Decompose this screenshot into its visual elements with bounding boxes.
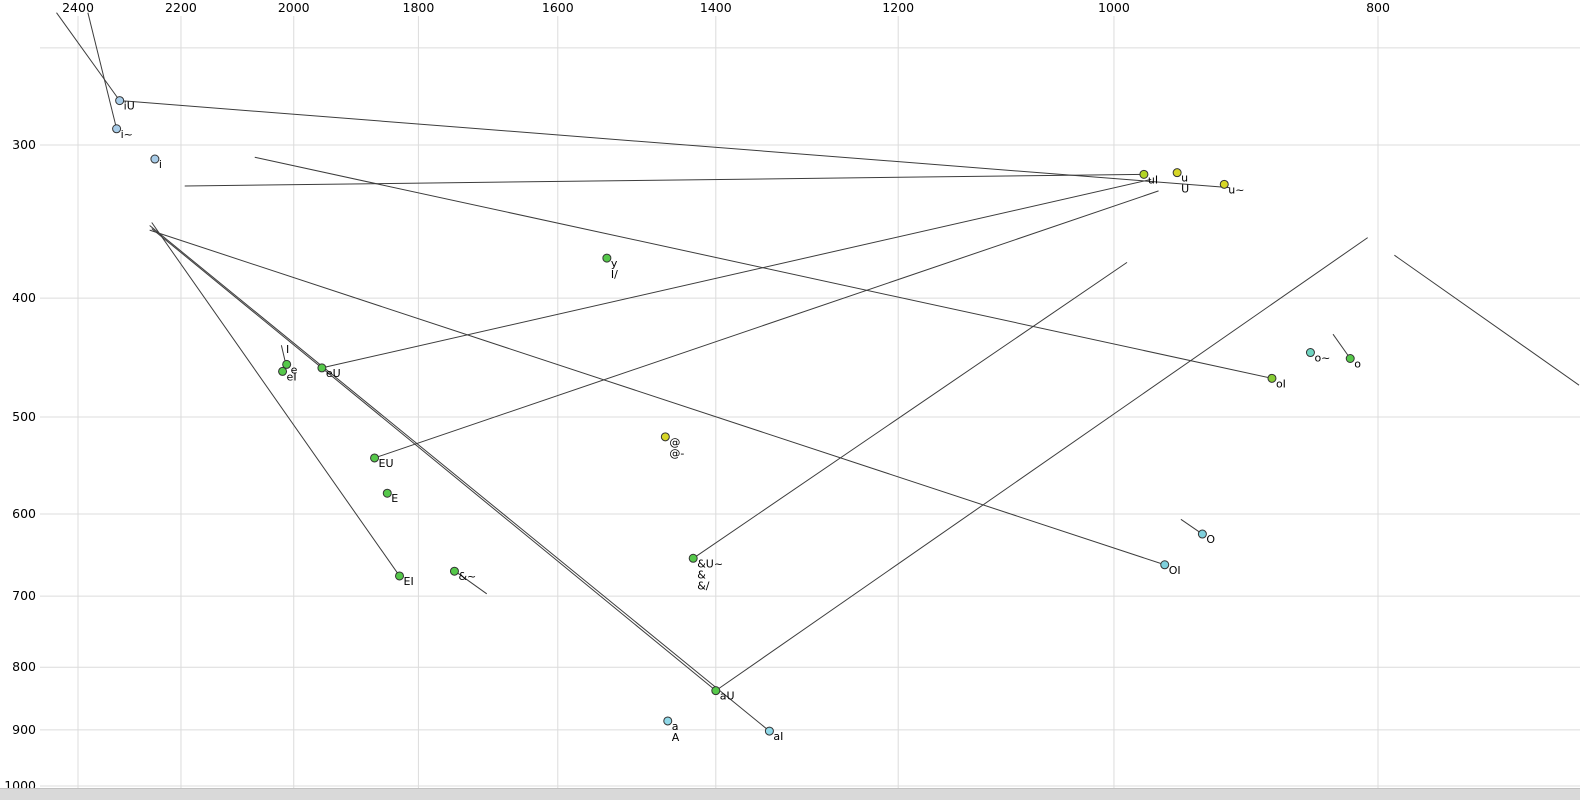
x-tick-2400: 2400	[62, 0, 94, 15]
vowel-label-oI: oI	[1276, 377, 1286, 390]
vowel-point-u[interactable]	[1172, 168, 1182, 178]
y-tick-800: 800	[12, 659, 36, 674]
vowel-label-o-nas: o~	[1314, 352, 1330, 365]
vowel-point-andU-nas[interactable]	[688, 553, 698, 563]
vowel-point-oI[interactable]	[1267, 373, 1277, 383]
vowel-label-iU: iU	[124, 100, 135, 113]
vowel-label-EI: EI	[404, 575, 414, 588]
vowel-label-I-bar: I/	[611, 268, 618, 281]
vowel-label-u-nas: u~	[1228, 183, 1244, 196]
vowel-point-EU[interactable]	[370, 453, 380, 463]
x-tick-2000: 2000	[278, 0, 310, 15]
y-tick-500: 500	[12, 409, 36, 424]
segment-aU-onset	[151, 228, 717, 692]
vowel-label-and: &	[697, 568, 706, 581]
vowel-label-A: A	[672, 731, 680, 744]
vowel-point-uI[interactable]	[1139, 169, 1149, 179]
segment-iU-onset	[56, 12, 121, 101]
vowel-point-y[interactable]	[602, 253, 612, 263]
vowel-label-schwa: @	[669, 436, 680, 449]
vowel-point-O[interactable]	[1197, 529, 1207, 539]
vowel-label-andU-nas: &U~	[697, 557, 723, 570]
vowel-label-and-bar: &/	[697, 579, 710, 592]
segment-aU-glide	[715, 237, 1368, 692]
vowel-label-schwa-: @-	[669, 447, 684, 460]
x-tick-1400: 1400	[700, 0, 732, 15]
vowel-point-eI[interactable]	[278, 366, 288, 376]
vowel-label-I: I	[286, 343, 289, 356]
vowel-point-eU[interactable]	[317, 363, 327, 373]
vowel-label-e: e	[291, 363, 298, 376]
vowel-point-u-nas[interactable]	[1219, 179, 1229, 189]
x-tick-1200: 1200	[882, 0, 914, 15]
vowel-label-i-nas: i~	[121, 128, 133, 141]
vowel-label-y: y	[611, 257, 618, 270]
segment-schwa-U-glide	[692, 261, 1128, 559]
vowel-point-i-nas[interactable]	[112, 124, 122, 134]
vowel-point-E[interactable]	[382, 488, 392, 498]
vowel-point-OI[interactable]	[1160, 560, 1170, 570]
vowel-point-i[interactable]	[150, 154, 160, 164]
y-tick-400: 400	[12, 290, 36, 305]
y-tick-700: 700	[12, 588, 36, 603]
vowel-label-OI: OI	[1169, 564, 1181, 577]
vowel-label-aU: aU	[720, 690, 735, 703]
vowel-label-EU: EU	[379, 457, 394, 470]
vowel-point-EI[interactable]	[395, 571, 405, 581]
vowel-label-aI: aI	[773, 730, 783, 743]
y-tick-900: 900	[12, 722, 36, 737]
y-tick-300: 300	[12, 137, 36, 152]
vowel-label-and-nas: &~	[458, 570, 476, 583]
vowel-point-o-nas[interactable]	[1305, 348, 1315, 358]
x-tick-2200: 2200	[165, 0, 197, 15]
vowel-label-eI: eI	[287, 370, 297, 383]
x-tick-1600: 1600	[542, 0, 574, 15]
segment-uI-glide	[184, 173, 1144, 187]
x-tick-1800: 1800	[403, 0, 435, 15]
vowel-point-and-nas[interactable]	[449, 566, 459, 576]
vowel-point-a[interactable]	[663, 716, 673, 726]
x-tick-800: 800	[1366, 0, 1390, 15]
vowel-point-e[interactable]	[282, 359, 292, 369]
vowel-point-iU[interactable]	[115, 96, 125, 106]
vowel-label-i: i	[159, 158, 162, 171]
vowel-label-U: U	[1181, 183, 1189, 196]
vowel-point-aU[interactable]	[711, 686, 721, 696]
segment-EU-glide	[374, 190, 1159, 459]
segment-iU-glide	[119, 100, 1230, 189]
vowel-label-uI: uI	[1148, 173, 1158, 186]
y-tick-600: 600	[12, 506, 36, 521]
segment-aI-glide	[149, 225, 770, 732]
vowel-point-o[interactable]	[1345, 353, 1355, 363]
segment-OI-glide	[149, 229, 1165, 566]
segment-o-nasal-tail	[1332, 333, 1351, 359]
bottom-scrollbar-track[interactable]	[0, 788, 1580, 800]
vowel-label-o: o	[1354, 357, 1361, 370]
vowel-label-u: u	[1181, 172, 1188, 185]
segment-right-edge-segment	[1394, 254, 1580, 386]
vowel-label-a: a	[672, 720, 679, 733]
segment-i-nasal-onset	[87, 12, 118, 129]
vowel-point-schwa[interactable]	[660, 432, 670, 442]
x-tick-1000: 1000	[1098, 0, 1130, 15]
vowel-label-O: O	[1206, 533, 1215, 546]
vowel-label-eU: eU	[326, 367, 341, 380]
segment-eU-glide	[321, 178, 1152, 369]
vowel-label-E: E	[391, 492, 398, 505]
segment-EI-glide	[151, 222, 400, 577]
vowel-point-aI[interactable]	[764, 726, 774, 736]
